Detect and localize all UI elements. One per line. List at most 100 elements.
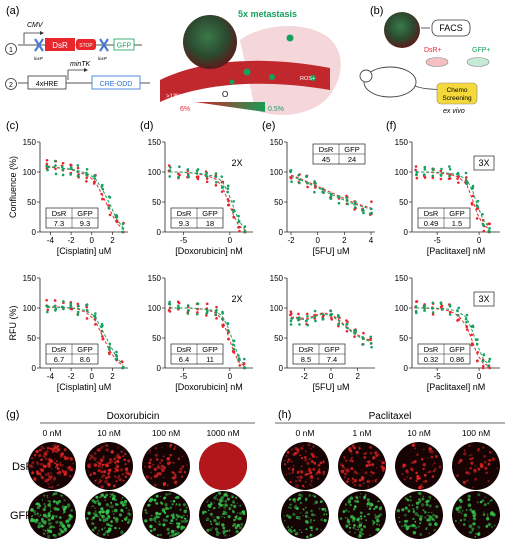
- cell-speck: [367, 513, 370, 516]
- data-point: [289, 310, 293, 313]
- cell-speck: [296, 476, 299, 479]
- cell-speck: [33, 477, 37, 481]
- data-point: [440, 304, 444, 308]
- cell-speck: [349, 531, 351, 533]
- cell-speck: [52, 444, 55, 446]
- cell-speck: [120, 499, 123, 501]
- cell-speck: [216, 530, 219, 534]
- cell-speck: [422, 480, 425, 483]
- cell-speck: [496, 467, 498, 470]
- cell-speck: [421, 483, 423, 485]
- cell-speck: [179, 515, 181, 518]
- cell-speck: [59, 462, 62, 464]
- cell-speck: [166, 527, 170, 532]
- cell-speck: [51, 451, 54, 454]
- cell-speck: [403, 513, 407, 517]
- ic50-value-dsr: 6.4: [179, 355, 189, 364]
- cell-speck: [311, 485, 313, 488]
- data-point: [470, 333, 474, 337]
- cell-speck: [121, 503, 125, 507]
- cell-speck: [364, 451, 368, 455]
- y-tick-label: 100: [23, 168, 37, 177]
- cell-speck: [290, 460, 293, 463]
- cell-speck: [110, 524, 113, 528]
- data-point: [115, 350, 118, 354]
- cell-speck: [403, 478, 406, 481]
- loxp-label-1: loxP: [34, 56, 43, 61]
- cell-speck: [153, 498, 157, 502]
- cell-speck: [317, 470, 321, 474]
- cell-speck: [124, 517, 128, 521]
- data-point: [353, 335, 356, 338]
- cell-speck: [114, 484, 116, 486]
- cell-speck: [54, 445, 56, 448]
- cell-speck: [145, 475, 149, 479]
- cell-speck: [432, 513, 436, 517]
- x-axis-label: [5FU] uM: [312, 246, 349, 256]
- ic50-value-gfp: 7.4: [327, 355, 337, 364]
- panel-g-letter: (g): [6, 409, 19, 421]
- cell-speck: [290, 466, 292, 469]
- cell-speck: [169, 453, 173, 457]
- cell-speck: [173, 480, 178, 485]
- cell-speck: [162, 518, 166, 522]
- cell-speck: [224, 534, 227, 537]
- cell-speck: [42, 532, 46, 535]
- cell-speck: [96, 449, 99, 452]
- data-point: [456, 177, 459, 180]
- cell-speck: [238, 526, 243, 530]
- fold-label: 2X: [231, 294, 242, 304]
- cell-speck: [62, 508, 66, 512]
- cell-speck: [368, 504, 373, 508]
- cell-speck: [149, 524, 153, 529]
- cell-speck: [31, 461, 35, 465]
- cell-speck: [359, 526, 361, 528]
- cell-speck: [40, 445, 44, 450]
- data-point: [61, 168, 64, 172]
- cell-speck: [100, 507, 104, 511]
- cmv-arrow: [23, 32, 40, 44]
- cell-speck: [110, 450, 115, 454]
- cell-speck: [171, 530, 175, 533]
- cell-speck: [67, 523, 71, 528]
- cell-speck: [116, 453, 120, 457]
- cell-speck: [103, 495, 107, 499]
- panel-b: (b) FACS DsR+ GFP+ Chemo Screening ex vi…: [359, 5, 490, 115]
- cell-speck: [35, 449, 39, 454]
- ex-vivo-label: ex vivo: [443, 108, 465, 115]
- cell-speck: [322, 460, 324, 462]
- cell-speck: [94, 510, 97, 513]
- panel-a-letter: (a): [6, 5, 19, 17]
- cell-speck: [60, 530, 64, 534]
- data-point: [196, 175, 200, 178]
- data-point: [465, 182, 469, 186]
- cell-speck: [172, 513, 175, 516]
- cell-speck: [54, 507, 58, 511]
- cell-speck: [148, 452, 150, 454]
- cell-speck: [104, 499, 106, 502]
- cell-speck: [40, 524, 44, 528]
- cell-speck: [372, 523, 374, 526]
- fit-curve: [47, 166, 124, 228]
- cell-speck: [487, 523, 491, 527]
- cell-speck: [168, 532, 170, 535]
- well-background: [85, 442, 133, 490]
- cell-speck: [351, 518, 356, 523]
- data-point: [220, 175, 224, 178]
- cell-speck: [411, 469, 414, 472]
- cell-speck: [351, 456, 354, 459]
- cell-speck: [154, 453, 158, 457]
- panel_h-well-gfp-1: [338, 491, 386, 539]
- cell-speck: [106, 522, 110, 526]
- cell-speck: [103, 533, 106, 536]
- cell-speck: [154, 520, 157, 523]
- cell-speck: [221, 531, 224, 533]
- cell-speck: [69, 457, 74, 461]
- cell-speck: [32, 515, 34, 517]
- cell-speck: [233, 504, 237, 509]
- cell-speck: [218, 532, 221, 535]
- cell-speck: [428, 515, 432, 518]
- cell-speck: [105, 493, 109, 497]
- cell-speck: [155, 521, 158, 524]
- cmv-arrowhead: [40, 31, 44, 35]
